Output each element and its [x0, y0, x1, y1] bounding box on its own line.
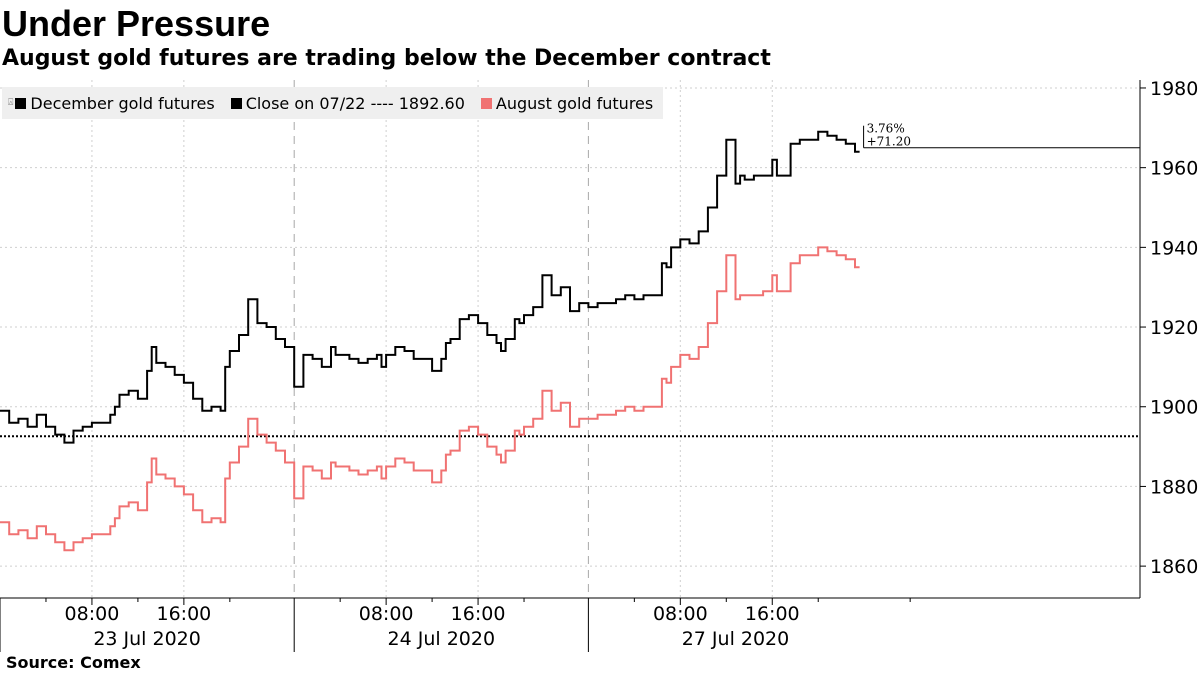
legend-item-close: Close on 07/22 ---- 1892.60: [230, 93, 465, 113]
annotation-percent: 3.76%: [867, 122, 905, 136]
august-futures-line: [0, 246, 860, 552]
y-tick-label: 1920: [1150, 317, 1198, 339]
y-tick-label: 1880: [1150, 476, 1198, 498]
legend-label-august: August gold futures: [495, 93, 654, 113]
legend: ⍓ December gold futures Close on 07/22 -…: [2, 87, 664, 119]
annotation-group: 3.76%+71.20: [863, 122, 1140, 149]
x-tick-label: 08:00: [359, 603, 414, 625]
december-futures-line: [0, 130, 860, 444]
y-tick-label: 1980: [1150, 78, 1198, 100]
axes-group: 1860 1880 1900 1920 1940 1960 1980 08:00 16:00 08…: [0, 78, 1198, 652]
legend-swatch-december: [15, 97, 27, 109]
y-tick-label: 1960: [1150, 158, 1198, 180]
legend-label-close: Close on 07/22 ---- 1892.60: [245, 93, 465, 113]
legend-item-december: December gold futures: [15, 93, 215, 113]
source-note: Source: Comex: [6, 653, 141, 672]
y-tick-label: 1860: [1150, 556, 1198, 578]
x-day-label: 27 Jul 2020: [682, 628, 790, 650]
grid-lines: [0, 80, 1140, 598]
y-tick-label: 1900: [1150, 397, 1198, 419]
x-tick-label: 16:00: [156, 603, 211, 625]
x-tick-label: 08:00: [65, 603, 120, 625]
legend-label-december: December gold futures: [30, 93, 215, 113]
legend-swatch-august: [480, 97, 492, 109]
series-group: [0, 130, 860, 552]
y-tick-label: 1940: [1150, 237, 1198, 259]
annotation-change: +71.20: [867, 135, 911, 149]
legend-item-august: August gold futures: [480, 93, 654, 113]
x-tick-label: 08:00: [653, 603, 708, 625]
legend-swatch-close: [230, 97, 242, 109]
chart-title: Under Pressure: [2, 3, 271, 44]
day-dividers: [293, 80, 589, 598]
chart-subtitle: August gold futures are trading below th…: [2, 46, 771, 71]
x-day-label: 24 Jul 2020: [388, 628, 496, 650]
x-day-label: 23 Jul 2020: [93, 628, 201, 650]
x-tick-label: 16:00: [745, 603, 800, 625]
legend-handle-icon: ⍓: [8, 98, 14, 108]
x-tick-label: 16:00: [451, 603, 506, 625]
